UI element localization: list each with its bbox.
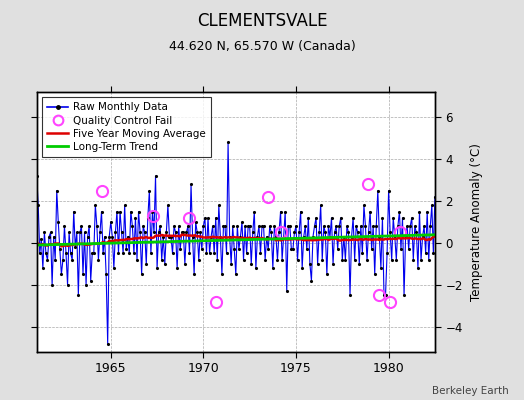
Text: 44.620 N, 65.570 W (Canada): 44.620 N, 65.570 W (Canada) bbox=[169, 40, 355, 53]
Y-axis label: Temperature Anomaly (°C): Temperature Anomaly (°C) bbox=[470, 143, 483, 301]
Text: CLEMENTSVALE: CLEMENTSVALE bbox=[196, 12, 328, 30]
Legend: Raw Monthly Data, Quality Control Fail, Five Year Moving Average, Long-Term Tren: Raw Monthly Data, Quality Control Fail, … bbox=[42, 97, 211, 157]
Text: Berkeley Earth: Berkeley Earth bbox=[432, 386, 508, 396]
